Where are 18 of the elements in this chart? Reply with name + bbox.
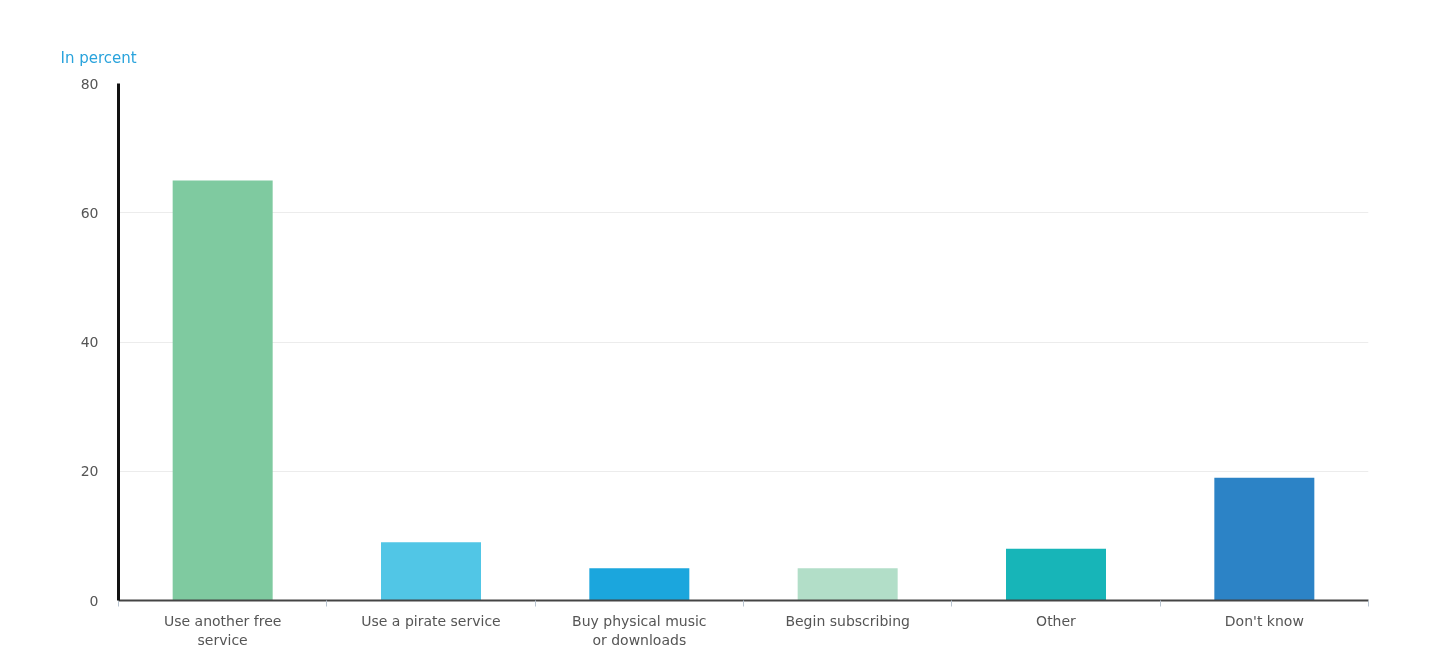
y-axis-title: In percent — [60, 48, 137, 67]
bar — [172, 180, 273, 601]
bar — [589, 568, 690, 601]
y-tick-label: 80 — [80, 75, 99, 92]
bar — [381, 542, 481, 601]
y-tick-label: 20 — [80, 463, 99, 480]
bar — [1214, 477, 1315, 601]
y-tick-label: 0 — [89, 592, 99, 609]
x-tick-label: Use a pirate service — [361, 612, 501, 629]
bar — [797, 568, 898, 601]
x-tick-label: Begin subscribing — [785, 612, 910, 629]
x-tick-label: Buy physical music or downloads — [572, 612, 707, 648]
x-tick-label: Other — [1036, 612, 1077, 629]
y-tick-label: 40 — [80, 334, 99, 350]
y-tick-label: 60 — [80, 204, 99, 221]
bar — [1006, 548, 1106, 601]
x-tick-label: Don't know — [1224, 612, 1304, 629]
x-tick-label: Use another free service — [163, 612, 282, 648]
